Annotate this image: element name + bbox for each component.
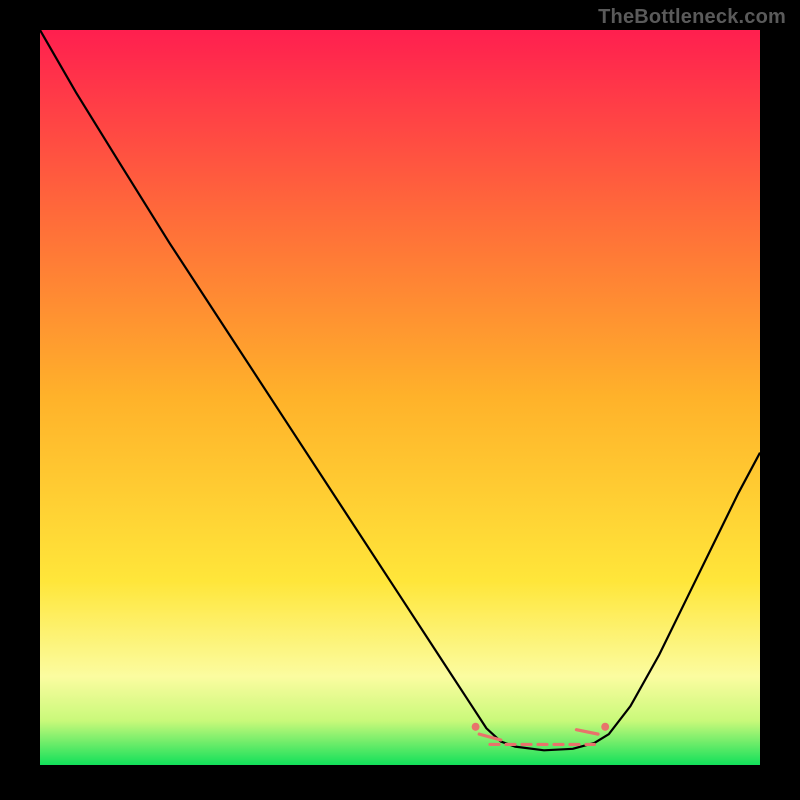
watermark-text: TheBottleneck.com [598,6,786,29]
chart-plot-area [40,30,760,765]
marker-dot [472,723,480,731]
bottleneck-curve [40,30,760,750]
chart-svg [40,30,760,765]
marker-dot [601,723,609,731]
marker-short-dash [576,730,598,734]
